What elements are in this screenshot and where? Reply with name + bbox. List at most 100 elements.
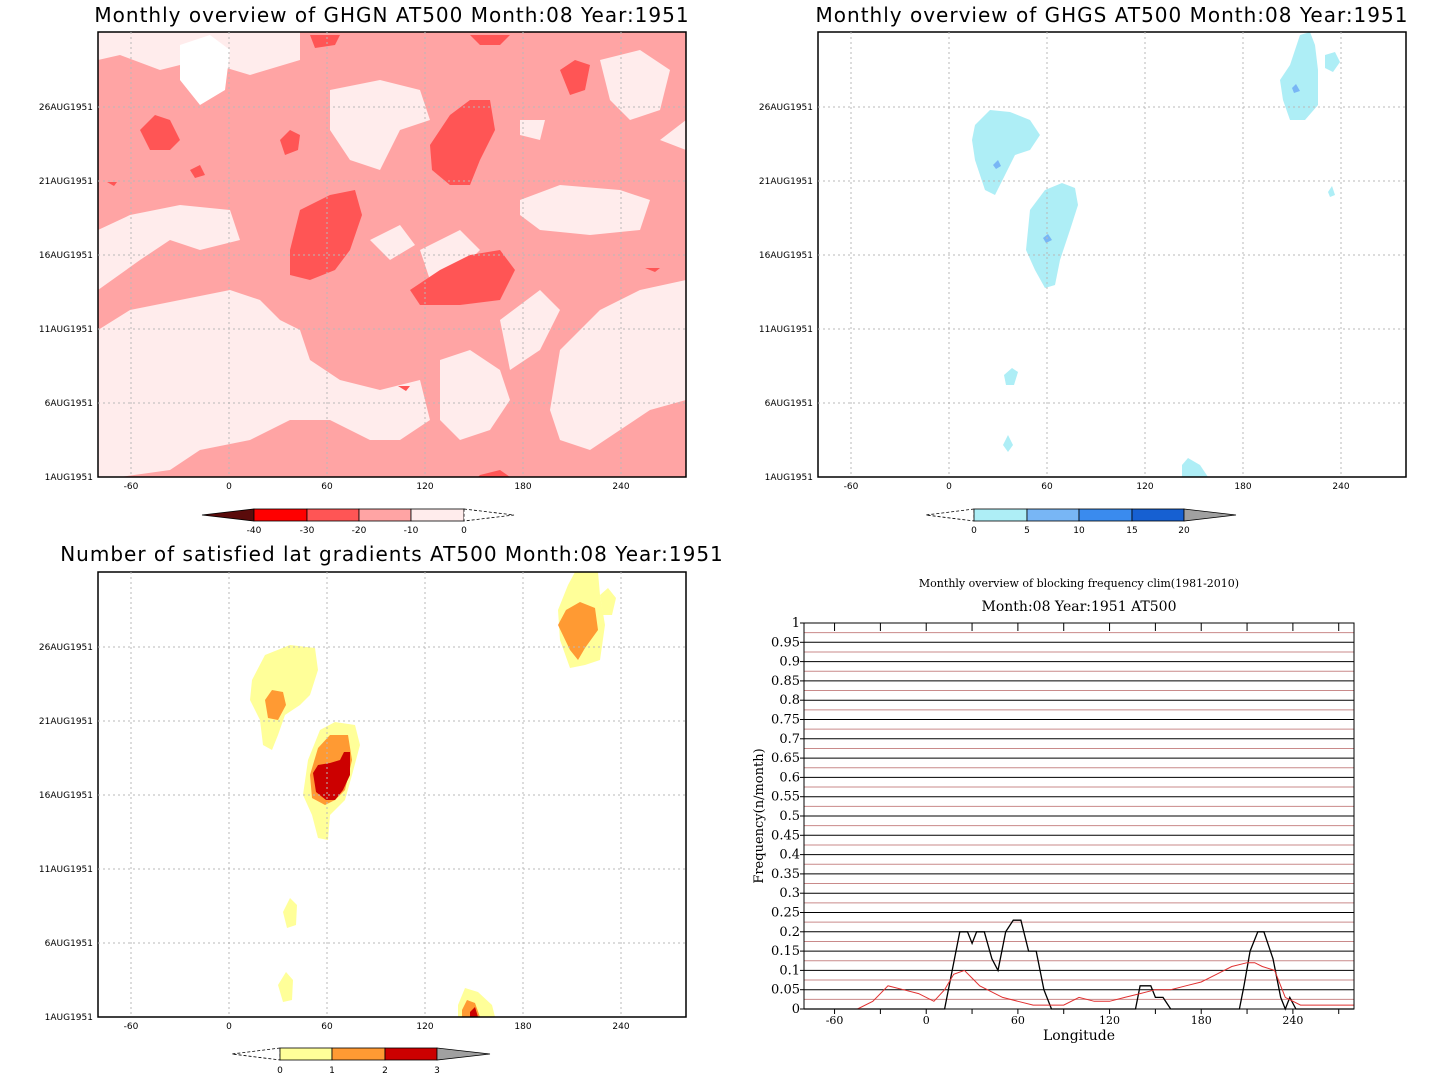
- panel-ghgn-yticks: 1AUG1951 6AUG1951 11AUG1951 16AUG1951 21…: [39, 103, 93, 483]
- panel-ghgn: Monthly overview of GHGN AT500 Month:08 …: [39, 3, 689, 536]
- xtick-label: 120: [416, 482, 433, 492]
- y-tick-label: 0.35: [771, 867, 800, 882]
- y-tick-label: 0.1: [779, 963, 800, 978]
- panel-blocking-frequency: Monthly overview of blocking frequency c…: [752, 577, 1355, 1044]
- colorbar-swatch: [1078, 508, 1133, 522]
- y-tick-label: 0.55: [771, 790, 800, 805]
- xtick-label: 240: [1332, 482, 1349, 492]
- colorbar-label: -10: [404, 526, 419, 536]
- colorbar-swatch: [331, 1047, 386, 1061]
- chart-x-axis-label: Longitude: [1043, 1028, 1115, 1044]
- colorbar-label: 3: [434, 1066, 440, 1076]
- xtick-label: 60: [321, 482, 333, 492]
- y-tick-label: 0.85: [771, 674, 800, 689]
- xtick-label: 0: [226, 482, 232, 492]
- xtick-label: 120: [416, 1022, 433, 1032]
- chart-title: Monthly overview of blocking frequency c…: [919, 577, 1239, 590]
- colorbar-swatch: [1131, 508, 1185, 522]
- panel-ghgn-title: Monthly overview of GHGN AT500 Month:08 …: [94, 3, 689, 27]
- y-tick-label: 0.15: [771, 944, 800, 959]
- x-tick-label: 180: [1191, 1014, 1212, 1027]
- ytick-label: 1AUG1951: [45, 1013, 93, 1023]
- xtick-label: -60: [844, 482, 859, 492]
- colorbar-swatch: [463, 508, 515, 522]
- y-tick-label: 0.2: [779, 925, 800, 940]
- ghgn-contour-field: [98, 32, 686, 477]
- ytick-label: 6AUG1951: [765, 399, 813, 409]
- ytick-label: 26AUG1951: [39, 103, 93, 113]
- ytick-label: 1AUG1951: [45, 473, 93, 483]
- colorbar-swatch: [358, 508, 412, 522]
- y-tick-label: 0.05: [771, 983, 800, 998]
- y-tick-label: 0.7: [779, 732, 800, 747]
- chart-series: [804, 919, 1354, 1011]
- colorbar-label: 15: [1126, 526, 1137, 536]
- panel-ghgn-gridlines: [98, 32, 686, 477]
- y-tick-label: 1: [792, 616, 800, 631]
- xtick-label: 60: [321, 1022, 333, 1032]
- xtick-label: 180: [514, 482, 531, 492]
- xtick-label: -60: [124, 1022, 139, 1032]
- panel-lat-gradients-xticks: -60 0 60 120 180 240: [124, 1022, 630, 1032]
- chart-x-tick-labels: -60 0 60 120 180 240: [826, 1014, 1304, 1027]
- xtick-label: 0: [226, 1022, 232, 1032]
- y-tick-label: 0.95: [771, 635, 800, 650]
- ytick-label: 11AUG1951: [39, 325, 93, 335]
- colorbar-label: -30: [300, 526, 315, 536]
- colorbar-label: 1: [329, 1066, 335, 1076]
- y-tick-label: 0: [792, 1002, 800, 1017]
- series-line-1: [804, 919, 1354, 1011]
- xtick-label: 60: [1041, 482, 1053, 492]
- xtick-label: 240: [612, 1022, 629, 1032]
- panel-ghgn-colorbar: -40 -30 -20 -10 0: [201, 508, 515, 536]
- panel-lat-gradients-yticks: 1AUG1951 6AUG1951 11AUG1951 16AUG1951 21…: [39, 643, 93, 1023]
- colorbar-swatch: [925, 508, 975, 522]
- panel-ghgs: Monthly overview of GHGS AT500 Month:08 …: [759, 3, 1408, 536]
- colorbar-swatch: [436, 1047, 491, 1061]
- chart-y-tick-labels: 0 0.05 0.1 0.15 0.2 0.25 0.3 0.35 0.4 0.45 0.5 0.55…: [771, 616, 800, 1017]
- ytick-label: 6AUG1951: [45, 399, 93, 409]
- xtick-label: 0: [946, 482, 952, 492]
- xtick-label: 180: [514, 1022, 531, 1032]
- ytick-label: 26AUG1951: [759, 103, 813, 113]
- panel-lat-gradients-gridlines: [98, 572, 686, 1017]
- panel-ghgs-gridlines: [818, 32, 1406, 477]
- y-tick-label: 0.8: [779, 693, 800, 708]
- y-tick-label: 0.45: [771, 828, 800, 843]
- y-tick-label: 0.6: [779, 770, 800, 785]
- ytick-label: 1AUG1951: [765, 473, 813, 483]
- colorbar-swatch: [1183, 508, 1237, 522]
- colorbar-swatch: [279, 1047, 333, 1061]
- ytick-label: 6AUG1951: [45, 939, 93, 949]
- x-tick-label: 0: [923, 1014, 930, 1027]
- y-tick-label: 0.75: [771, 713, 800, 728]
- panel-ghgs-xticks: -60 0 60 120 180 240: [844, 482, 1350, 492]
- xtick-label: 120: [1136, 482, 1153, 492]
- colorbar-swatch: [253, 508, 308, 522]
- colorbar-label: 0: [461, 526, 467, 536]
- colorbar-label: -20: [352, 526, 367, 536]
- x-tick-label: 240: [1282, 1014, 1303, 1027]
- ytick-label: 21AUG1951: [39, 177, 93, 187]
- ghgs-contour-field: [972, 32, 1340, 477]
- colorbar-label: -40: [247, 526, 262, 536]
- ytick-label: 16AUG1951: [39, 251, 93, 261]
- colorbar-label: 20: [1178, 526, 1190, 536]
- panel-ghgs-yticks: 1AUG1951 6AUG1951 11AUG1951 16AUG1951 21…: [759, 103, 813, 483]
- colorbar-swatch: [231, 1047, 281, 1061]
- xtick-label: -60: [124, 482, 139, 492]
- colorbar-swatch: [1026, 508, 1080, 522]
- y-tick-label: 0.65: [771, 751, 800, 766]
- panel-lat-gradients-colorbar: 0 1 2 3: [231, 1047, 491, 1076]
- panel-lat-gradients-title: Number of satisfied lat gradients AT500 …: [60, 542, 724, 566]
- ytick-label: 16AUG1951: [39, 791, 93, 801]
- colorbar-label: 2: [382, 1066, 388, 1076]
- chart-gridlines: [804, 622, 1354, 1010]
- ytick-label: 16AUG1951: [759, 251, 813, 261]
- x-tick-label: 120: [1099, 1014, 1120, 1027]
- colorbar-label: 0: [277, 1066, 283, 1076]
- y-tick-label: 0.25: [771, 906, 800, 921]
- x-tick-label: -60: [826, 1014, 844, 1027]
- colorbar-label: 0: [971, 526, 977, 536]
